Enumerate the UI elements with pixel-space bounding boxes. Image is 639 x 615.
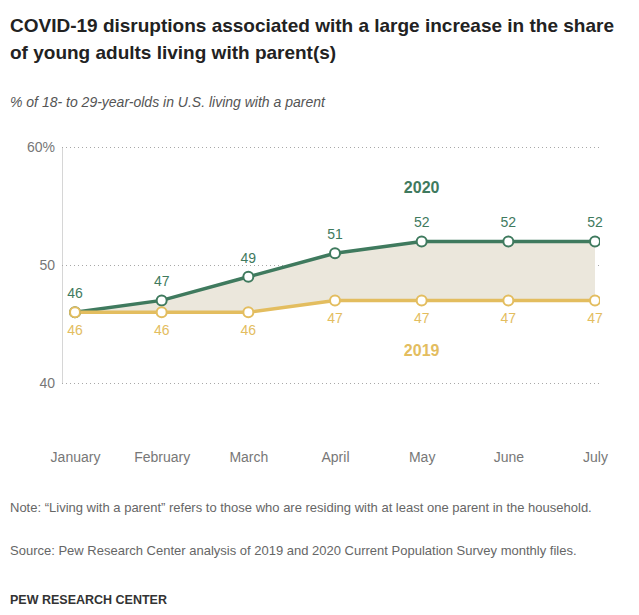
x-tick: April	[321, 446, 349, 465]
series-line	[75, 241, 595, 312]
data-label: 52	[587, 214, 603, 230]
data-label: 47	[501, 310, 517, 326]
grid-line	[62, 147, 600, 148]
data-label: 46	[67, 322, 83, 338]
x-tick-label: January	[51, 449, 101, 465]
x-tick: February	[134, 446, 190, 465]
x-tick-label: July	[583, 449, 608, 465]
credit: PEW RESEARCH CENTER	[10, 593, 167, 607]
x-tick-label: May	[409, 449, 435, 465]
point	[330, 295, 340, 305]
x-tick: May	[409, 446, 435, 465]
x-tick: March	[229, 446, 268, 465]
data-label: 47	[327, 310, 343, 326]
point	[70, 307, 80, 317]
point	[417, 295, 427, 305]
x-tick: July	[583, 446, 608, 465]
data-label: 52	[501, 214, 517, 230]
point	[330, 248, 340, 258]
data-label: 46	[154, 322, 170, 338]
y-tick: 60%	[27, 139, 600, 155]
title: COVID-19 disruptions associated with a l…	[10, 15, 614, 63]
series-label: 2020	[404, 179, 440, 196]
point	[243, 307, 253, 317]
data-label: 47	[154, 273, 170, 289]
data-label: 47	[414, 310, 430, 326]
x-tick-label: June	[494, 449, 525, 465]
series-label: 2019	[404, 342, 440, 359]
y-axis: 40 50 60%	[27, 139, 600, 391]
labels: 46 47 49 51 52 52 52 2020 46 46 46 47 47 47 47 2019	[67, 179, 603, 359]
x-axis-line	[76, 446, 596, 447]
plot-area	[70, 236, 600, 317]
gap-area	[75, 241, 595, 312]
y-tick-label: 40	[39, 375, 55, 391]
data-label: 52	[414, 214, 430, 230]
y-tick: 40	[39, 375, 600, 391]
source: Source: Pew Research Center analysis of …	[10, 543, 577, 558]
data-label: 51	[327, 226, 343, 242]
note: Note: “Living with a parent” refers to t…	[10, 500, 592, 515]
point	[503, 295, 513, 305]
point	[157, 295, 167, 305]
x-tick: January	[51, 446, 101, 465]
point	[243, 272, 253, 282]
data-label: 49	[241, 250, 257, 266]
x-tick-label: March	[229, 449, 268, 465]
x-tick: June	[494, 446, 525, 465]
chart: COVID-19 disruptions associated with a l…	[0, 0, 639, 615]
point	[417, 236, 427, 246]
point	[590, 236, 600, 246]
point	[157, 307, 167, 317]
point	[70, 307, 80, 317]
data-label: 46	[241, 322, 257, 338]
data-label: 47	[587, 310, 603, 326]
grid-line	[62, 383, 600, 384]
point	[503, 236, 513, 246]
x-tick-label: February	[134, 449, 190, 465]
data-label: 46	[67, 285, 83, 301]
subtitle: % of 18- to 29-year-olds in U.S. living …	[10, 94, 326, 110]
x-axis: January February March April May June July	[51, 446, 608, 465]
y-tick-label: 50	[39, 257, 55, 273]
y-tick-label: 60%	[27, 139, 55, 155]
x-tick-label: April	[321, 449, 349, 465]
point	[590, 295, 600, 305]
